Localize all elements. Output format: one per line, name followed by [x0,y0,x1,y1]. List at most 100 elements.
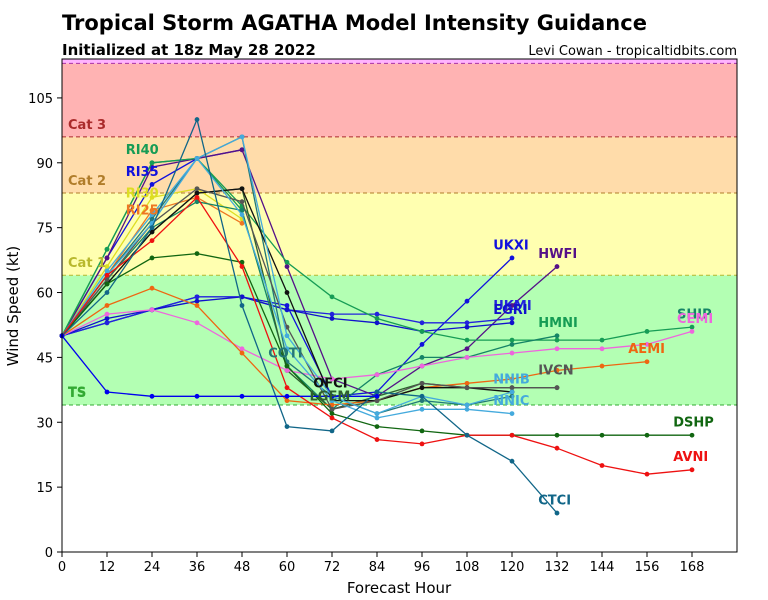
series-point [239,186,245,192]
series-point [464,354,470,360]
x-tick-label: 36 [189,560,206,575]
series-label: RI25 [126,204,159,219]
series-point [284,424,290,429]
series-point [284,393,290,399]
x-tick-label: 60 [279,560,296,575]
x-tick-label: 48 [234,560,251,575]
series-label: RI40 [126,143,159,158]
series-point [104,255,110,261]
series-point [104,389,110,395]
series-label: COTI [268,346,302,361]
x-tick-label: 108 [455,560,480,575]
series-point [689,329,695,334]
series-point [554,367,560,373]
series-point [689,467,695,473]
series-point [239,303,245,308]
series-point [509,385,515,391]
series-point [194,117,200,122]
category-band [62,136,737,194]
series-point [464,324,470,330]
x-tick-label: 132 [545,560,570,575]
credit-text: Levi Cowan - tropicaltidbits.com [528,44,737,59]
series-point [194,320,200,326]
series-point [464,346,470,352]
chart-subtitle: Initialized at 18z May 28 2022 [62,41,316,59]
x-tick-label: 24 [144,560,161,575]
series-point [329,294,335,300]
series-point [554,337,560,343]
series-point [509,255,515,261]
series-point [149,212,155,218]
series-point [284,367,290,373]
category-band [62,193,737,276]
series-point [104,264,110,269]
series-point [329,398,335,404]
series-point [104,268,110,274]
series-ts [59,333,380,399]
series-label: SHIP [677,307,712,322]
series-point [419,380,425,386]
series-label: EGRI [493,303,527,318]
series-point [194,156,200,161]
series-point [194,190,200,196]
series-point [104,277,110,282]
series-point [284,259,290,265]
series-label: RI30 [126,186,159,201]
series-label: HWFI [538,247,577,262]
series-point [239,393,245,399]
series-point [464,406,470,412]
series-point [509,411,515,417]
series-point [509,389,515,395]
series-point [149,393,155,399]
y-tick-label: 0 [45,546,53,561]
series-point [599,346,605,352]
series-point [419,385,425,391]
series-point [149,285,155,291]
series-point [239,264,245,269]
series-avni [59,194,695,477]
series-point [644,432,650,438]
series-point [149,160,155,166]
series-point [104,246,110,252]
series-point [239,259,245,265]
series-point [284,385,290,391]
series-point [284,346,290,352]
series-point [104,303,110,308]
series-point [284,398,290,404]
series-point [374,372,380,378]
series-point [419,441,425,447]
series-point [149,255,155,261]
series-point [149,238,155,244]
series-point [554,510,560,516]
series-label: UKXI [493,238,529,253]
series-point [194,186,200,192]
series-point [644,359,650,365]
series-cemi [59,307,695,382]
category-label: Cat 1 [68,256,106,271]
series-point [239,199,245,205]
y-tick-label: 60 [36,287,53,302]
series-point [104,281,110,287]
category-band [62,59,737,64]
series-point [329,393,335,399]
series-point [284,290,290,295]
series-point [374,424,380,429]
series-label: NNIB [493,372,530,387]
series-point [329,311,335,317]
series-point [104,290,110,295]
series-label: HMNI [538,316,578,331]
series-point [284,307,290,313]
series-label: LGEM [310,390,351,405]
x-axis-label: Forecast Hour [347,579,452,597]
series-point [104,320,110,326]
series-point [464,380,470,386]
series-point [104,311,110,317]
category-label: TS [68,386,86,401]
x-tick-label: 120 [500,560,525,575]
series-label: AEMI [628,342,665,357]
series-point [239,134,245,140]
y-tick-label: 45 [36,351,53,366]
